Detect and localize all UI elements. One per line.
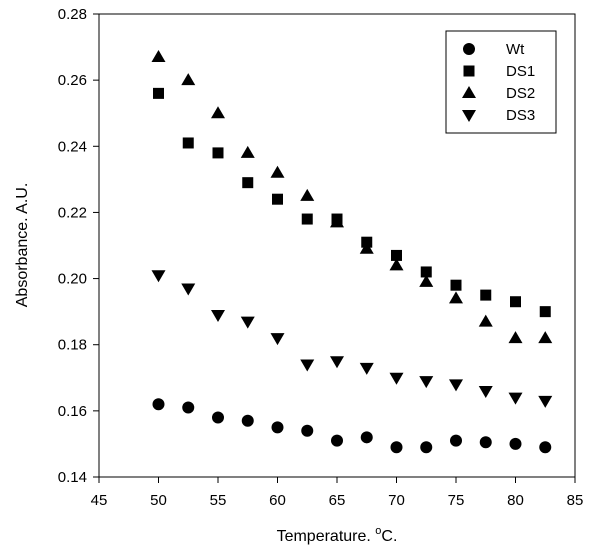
data-point: [270, 165, 285, 178]
x-tick-label: 75: [448, 492, 465, 509]
data-point: [359, 241, 374, 254]
data-point: [479, 436, 492, 449]
data-point: [538, 331, 553, 344]
y-tick-label: 0.16: [58, 403, 87, 420]
x-tick-label: 55: [210, 492, 227, 509]
series-wt: [152, 398, 552, 454]
data-point: [240, 316, 255, 329]
data-point: [360, 431, 373, 444]
data-point: [181, 283, 196, 296]
y-tick-label: 0.14: [58, 469, 87, 486]
y-tick-label: 0.20: [58, 271, 87, 288]
data-point: [301, 213, 313, 225]
data-point: [181, 73, 196, 86]
y-tick-label: 0.22: [58, 204, 87, 221]
data-point: [272, 193, 283, 205]
data-point: [450, 279, 462, 291]
x-tick-label: 65: [329, 492, 346, 509]
legend-label-ds1: DS1: [506, 63, 535, 80]
legend: Wt DS1 DS2 DS3: [445, 30, 557, 134]
x-tick-label: 80: [507, 492, 524, 509]
data-point: [211, 106, 225, 119]
data-point: [420, 441, 433, 454]
data-point: [419, 376, 434, 389]
axis-ticks: [93, 13, 576, 483]
data-point: [300, 359, 315, 372]
data-point: [271, 421, 284, 434]
y-tick-label: 0.26: [58, 72, 87, 89]
data-point: [389, 372, 404, 385]
y-tick-label: 0.28: [58, 6, 87, 23]
data-point: [330, 356, 344, 369]
data-point: [212, 411, 224, 424]
data-point: [508, 392, 523, 405]
series-ds2: [151, 49, 553, 344]
data-point: [508, 331, 523, 344]
data-point: [151, 270, 166, 283]
data-point: [241, 414, 254, 427]
data-point: [270, 333, 285, 346]
legend-label-wt: Wt: [506, 41, 525, 58]
data-markers: [151, 49, 553, 454]
data-point: [538, 395, 553, 408]
data-point: [510, 296, 521, 308]
data-point: [359, 362, 374, 375]
data-point: [478, 386, 493, 399]
data-point: [509, 437, 522, 450]
data-point: [480, 289, 492, 301]
legend-label-ds3: DS3: [506, 107, 535, 124]
data-point: [182, 401, 195, 414]
data-point: [389, 258, 404, 271]
data-point: [151, 49, 166, 62]
legend-label-ds2: DS2: [506, 85, 535, 102]
series-ds3: [151, 270, 553, 408]
legend-marker-wt: [463, 43, 475, 55]
data-point: [182, 137, 194, 149]
data-point: [152, 398, 165, 411]
legend-marker-ds2: [462, 86, 476, 98]
data-point: [450, 434, 462, 447]
data-point: [539, 306, 551, 318]
x-tick-label: 45: [91, 492, 108, 509]
legend-box: [445, 30, 557, 134]
data-point: [242, 177, 254, 189]
data-point: [539, 441, 552, 454]
x-tick-label: 70: [388, 492, 405, 509]
data-point: [212, 147, 224, 159]
data-point: [240, 145, 255, 158]
data-point: [300, 188, 315, 201]
data-point: [211, 309, 225, 322]
data-point: [419, 274, 434, 287]
data-point: [153, 87, 164, 99]
legend-marker-ds3: [462, 110, 476, 122]
data-point: [331, 434, 343, 447]
y-tick-label: 0.18: [58, 337, 87, 354]
y-tick-label: 0.24: [58, 138, 87, 155]
data-point: [391, 249, 402, 261]
data-point: [449, 379, 463, 392]
y-axis-title: Absorbance. A.U.: [14, 183, 31, 308]
data-point: [301, 424, 314, 437]
data-point: [449, 291, 463, 304]
x-axis-title: Temperature. oC.: [277, 525, 398, 545]
data-point: [330, 215, 344, 228]
x-tick-label: 50: [150, 492, 167, 509]
data-point: [478, 314, 493, 327]
x-tick-label: 60: [269, 492, 286, 509]
axis-tick-labels: 45 50 55 60 65 70 75 80 85 0.14 0.16 0.18 0.20 0.22 0.…: [58, 6, 584, 509]
legend-marker-ds1: [463, 65, 475, 77]
x-tick-label: 85: [567, 492, 584, 509]
data-point: [420, 266, 432, 278]
data-point: [390, 441, 403, 454]
